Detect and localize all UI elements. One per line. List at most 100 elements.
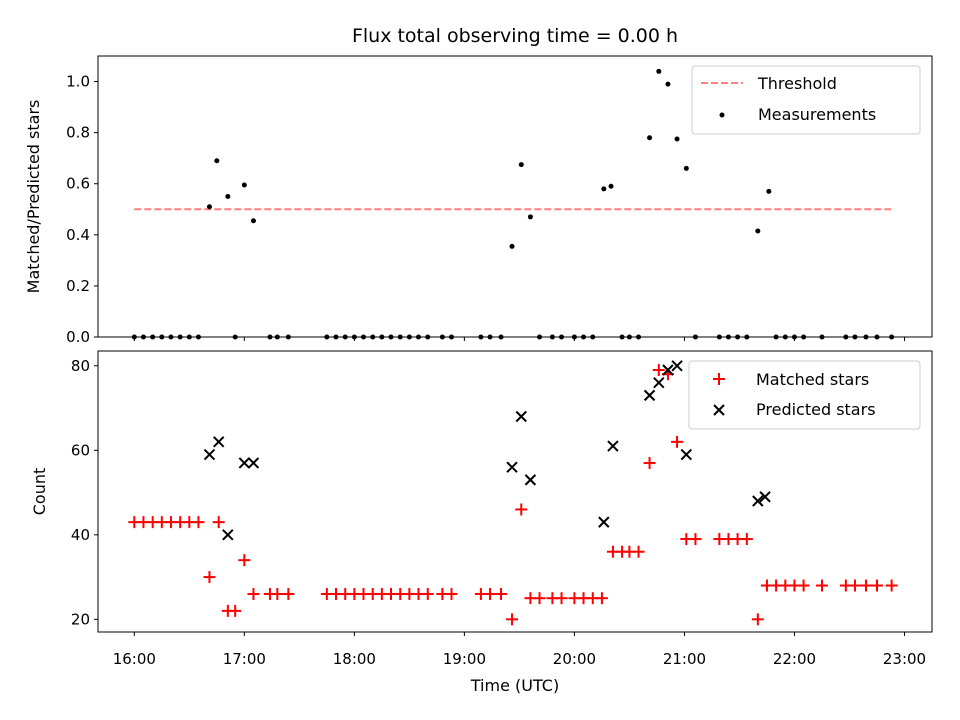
predicted-star-point [662,364,674,376]
bottom-series-layer [128,360,898,626]
predicted-star-point [607,440,619,452]
top-plot-panel: 0.0 0.2 0.4 0.6 0.8 1.0 Matched/Predicted sta… [24,55,933,346]
predicted-star-point [524,474,537,486]
measurement-point [656,68,662,74]
predicted-star-point [212,436,225,448]
bottom-y-axis-label: Count [30,468,49,516]
measurement-point [674,136,680,142]
predicted-star-point [247,457,260,469]
bottom-x-tick-label: 19:00 [443,650,486,668]
matched-star-point [632,545,645,558]
matched-star-point [495,587,508,600]
measurement-point [225,194,231,199]
matched-star-point [740,533,753,546]
measurement-point [608,183,614,189]
matched-star-point [859,579,872,592]
matched-star-point [797,579,810,592]
bottom-y-tick-label: 60 [71,441,90,459]
bottom-x-tick-label: 20:00 [553,650,596,668]
matched-star-point [212,516,225,529]
matched-star-point [203,571,216,584]
bottom-y-tick-label: 80 [71,357,90,375]
predicted-star-point [598,516,610,528]
bottom-x-axis-label: Time (UTC) [470,676,559,695]
legend-matched-swatch [713,373,725,385]
matched-star-point [671,435,684,448]
predicted-star-point [759,491,771,503]
top-y-tick-label: 1.0 [66,73,90,91]
predicted-star-point [680,448,693,461]
bottom-axes-frame [97,350,933,633]
matched-star-point [751,613,764,626]
matched-star-point [555,592,568,605]
top-y-tick-label: 0.8 [66,124,90,142]
measurement-point [683,165,689,171]
bottom-x-tick-label: 22:00 [773,650,816,668]
matched-star-point [506,613,519,626]
top-legend: Threshold Measurements [691,65,921,135]
matched-star-point [238,554,251,567]
matched-star-point [229,604,242,617]
measurement-point [206,204,212,210]
matched-star-point [445,587,458,600]
predicted-star-point [671,360,683,372]
top-y-axis-label: Matched/Predicted stars [24,100,43,294]
bottom-x-tick-label: 16:00 [113,650,156,668]
matched-star-point [192,516,205,529]
bottom-x-tick-label: 21:00 [663,650,706,668]
predicted-star-point [203,448,216,461]
measurement-point [766,188,772,194]
legend-predicted-swatch [713,404,725,416]
measurement-point [665,81,671,87]
matched-star-point [815,579,828,592]
top-y-axis: 0.0 0.2 0.4 0.6 0.8 1.0 [66,73,98,346]
top-y-tick-label: 0.4 [66,226,90,244]
bottom-y-tick-label: 20 [71,610,90,628]
legend-measurements-swatch [719,112,725,118]
predicted-star-point [238,457,251,469]
top-y-tick-label: 0.0 [66,328,90,346]
measurement-point [509,243,515,249]
matched-star-point [247,587,260,600]
predicted-star-point [752,495,764,507]
bottom-legend-box [688,360,921,430]
matched-star-point [533,592,546,605]
predicted-star-point [506,461,518,473]
bottom-legend: Matched stars Predicted stars [688,360,921,430]
bottom-x-tick-label: 17:00 [223,650,266,668]
predicted-star-point [222,529,234,541]
top-axes-frame [97,55,933,338]
matched-star-point [271,587,284,600]
matched-star-point [885,579,898,592]
predicted-star-point [653,376,665,389]
measurement-point [601,186,607,192]
top-chart-title: Flux total observing time = 0.00 h [352,25,678,47]
matched-star-point [689,533,702,546]
top-y-tick-label: 0.6 [66,175,90,193]
matched-star-point [282,587,295,600]
matched-star-point [595,592,608,605]
measurement-point [214,158,220,164]
matched-star-point [652,364,665,377]
predicted-star-point [643,389,656,402]
measurement-point [241,182,247,188]
legend-matched-label: Matched stars [756,370,869,389]
matched-star-point [484,587,497,600]
top-x-axis [133,337,905,341]
matched-star-point [848,579,861,592]
matched-star-point [870,579,883,592]
predicted-star-point [515,410,527,423]
bottom-x-tick-label: 18:00 [333,650,376,668]
bottom-y-tick-label: 40 [71,526,90,544]
legend-threshold-label: Threshold [757,74,837,93]
top-y-tick-label: 0.2 [66,277,90,295]
matched-star-point [643,456,656,469]
measurement-point [755,228,761,234]
bottom-y-axis: 20 40 60 80 [71,357,98,628]
matched-star-point [515,503,528,516]
legend-predicted-label: Predicted stars [756,400,876,419]
top-legend-box [691,65,921,135]
legend-measurements-label: Measurements [758,105,876,124]
matched-star-point [421,587,434,600]
